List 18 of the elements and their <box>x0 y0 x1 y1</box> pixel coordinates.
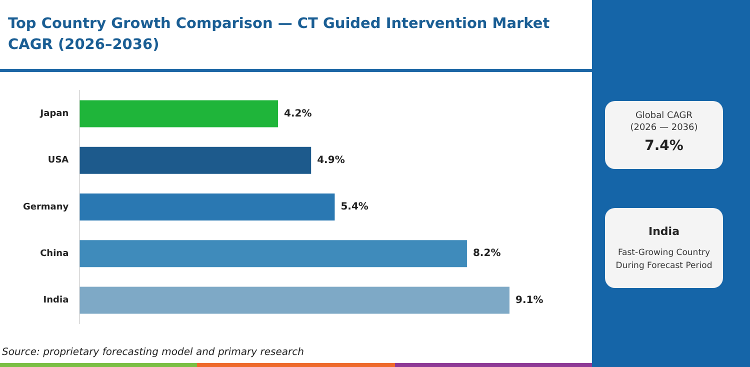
y-tick-label: USA <box>48 156 69 166</box>
side-panel: Global CAGR (2026 — 2036) 7.4% India Fast-Growing Country During Forecast Period <box>592 0 750 367</box>
data-label: 8.2% <box>472 248 501 260</box>
y-tick-label: Germany <box>23 202 69 212</box>
data-label: 9.1% <box>515 294 544 306</box>
chart-title: Top Country Growth Comparison — CT Guided Intervention Market CAGR (2026–2036) <box>8 15 551 55</box>
data-label: 4.9% <box>317 154 345 166</box>
data-label: 5.4% <box>340 202 368 213</box>
bar <box>80 193 335 221</box>
data-label: 4.2% <box>284 108 312 120</box>
y-tick-label: Japan <box>39 109 69 120</box>
y-tick-label: India <box>43 296 69 306</box>
bar <box>80 240 467 268</box>
bar <box>80 146 312 174</box>
source-note: Source: proprietary forecasting model and primary research <box>2 347 304 358</box>
bar <box>80 100 278 128</box>
bar <box>80 286 510 314</box>
y-tick-label: China <box>40 248 69 259</box>
